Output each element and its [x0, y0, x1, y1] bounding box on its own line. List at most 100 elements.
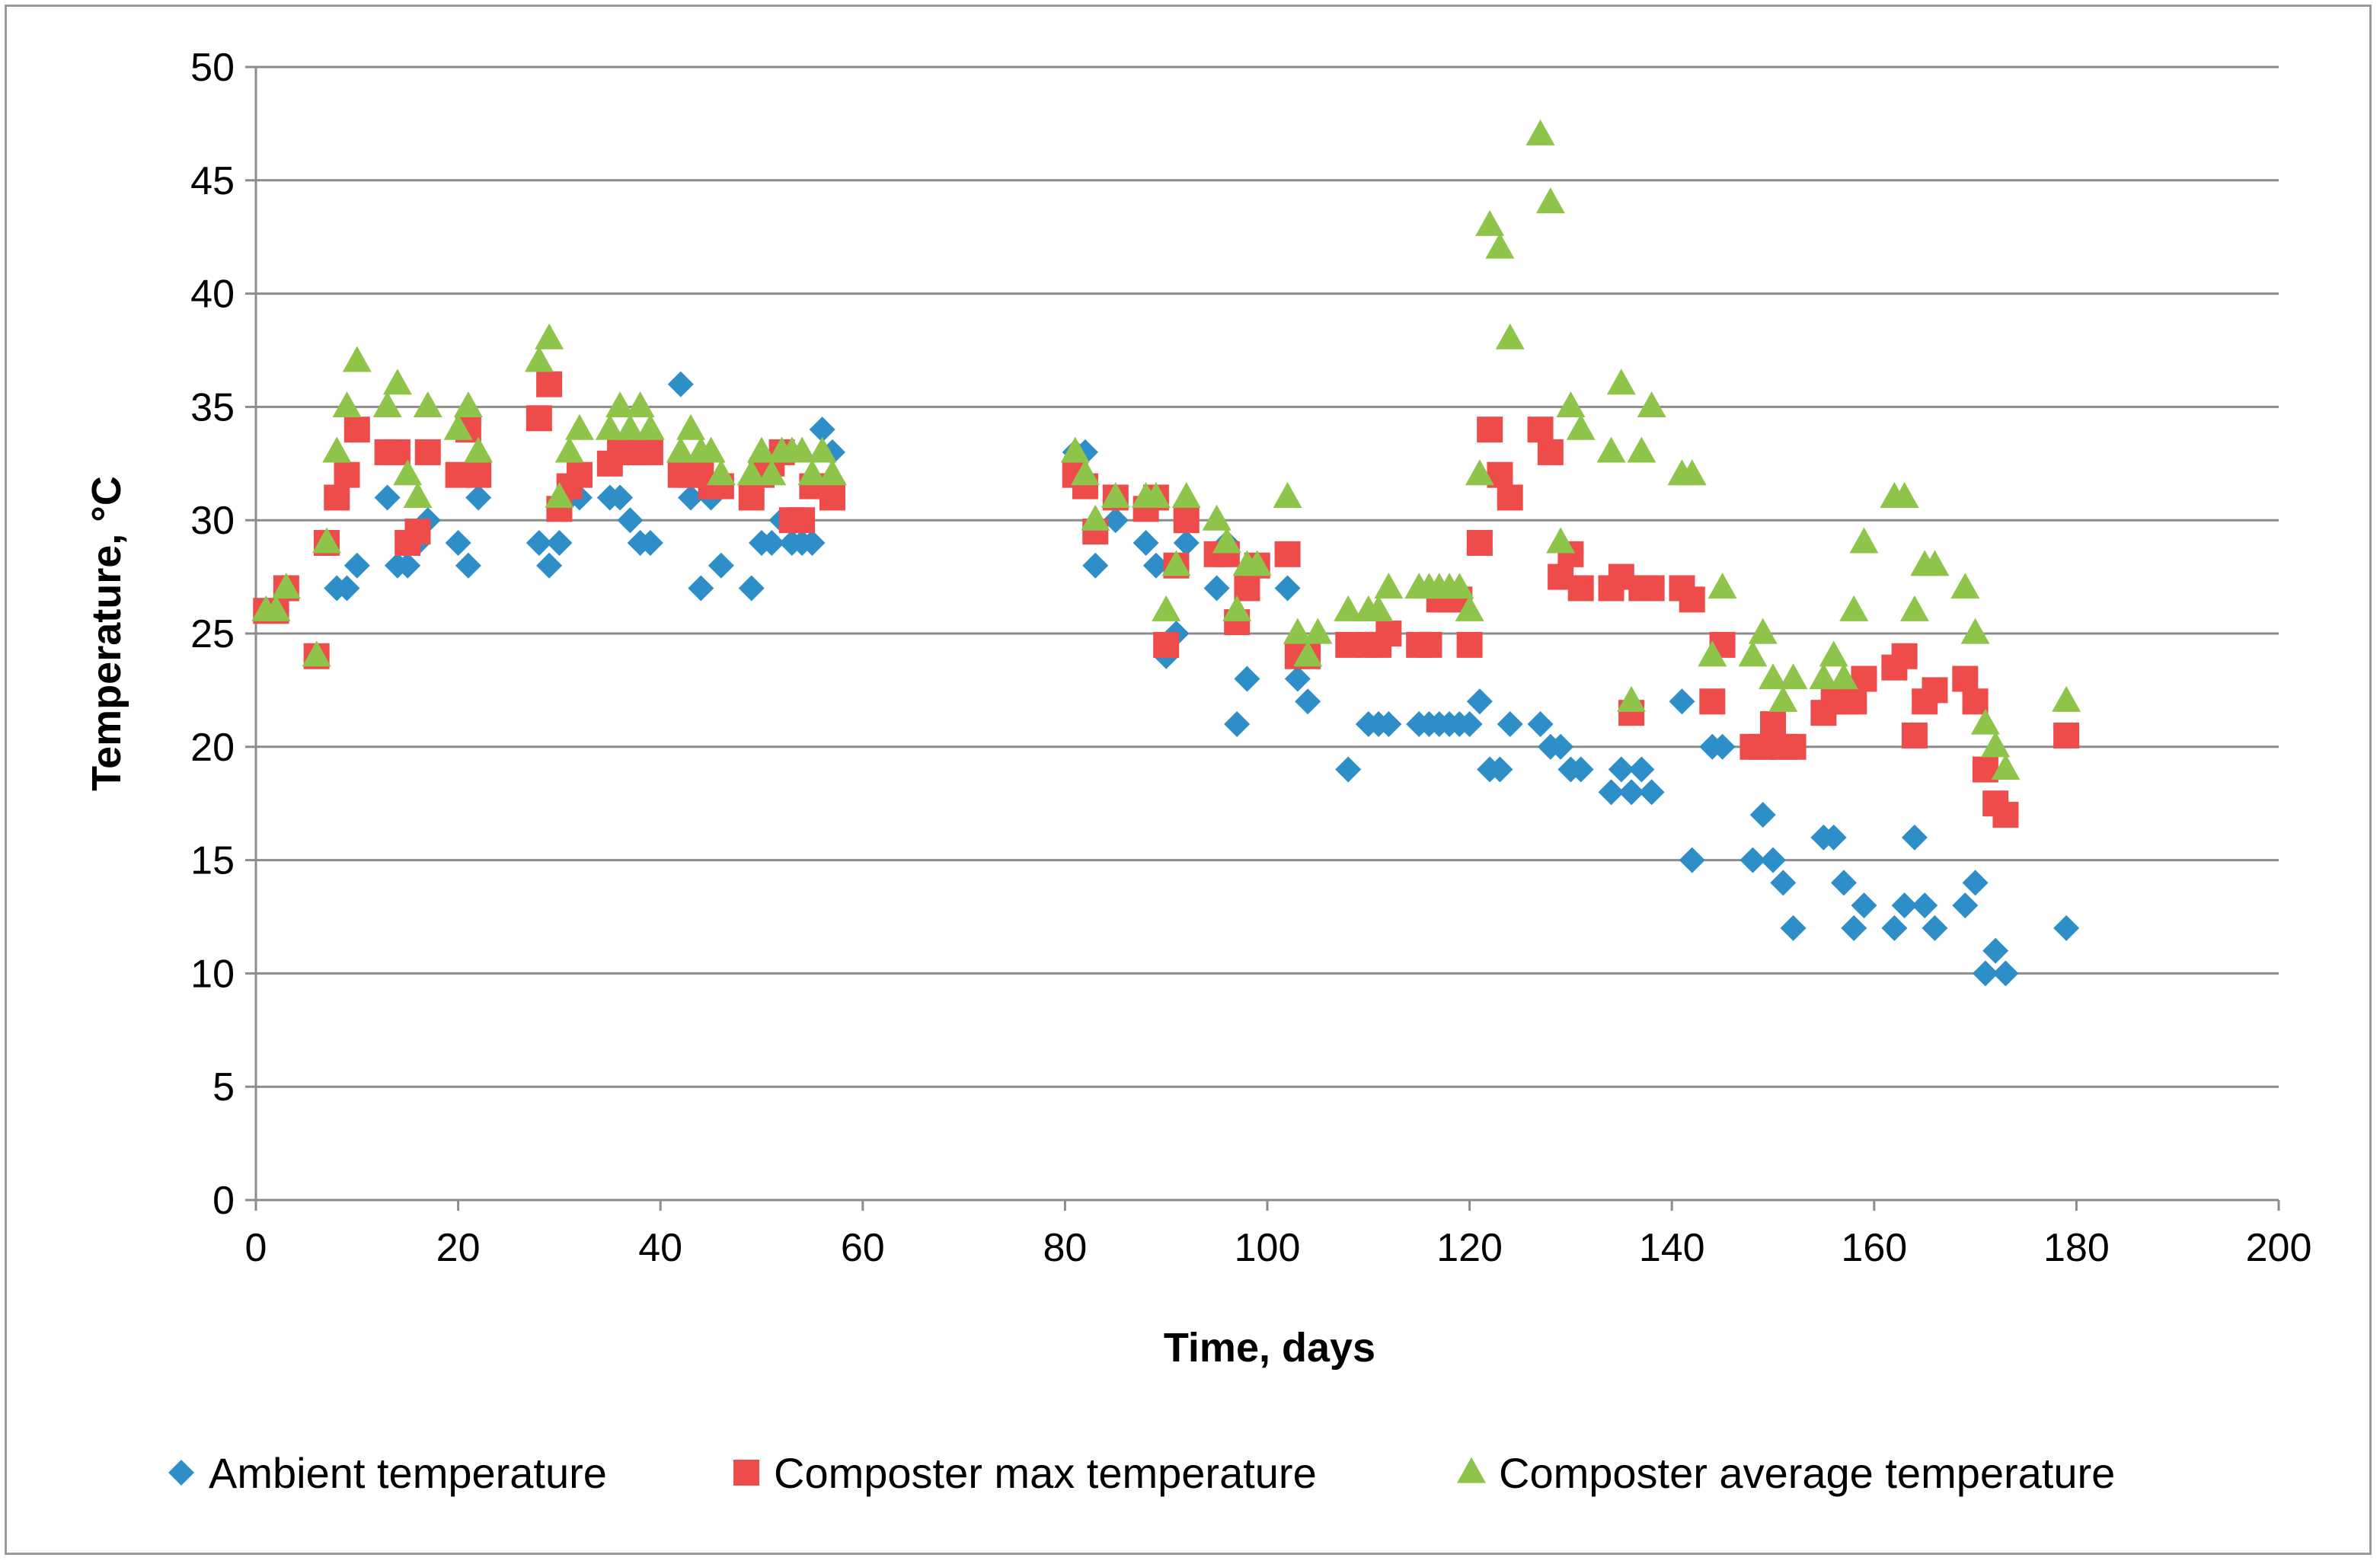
data-point — [1293, 640, 1323, 667]
series-1 — [253, 371, 2080, 987]
data-point — [343, 552, 370, 579]
y-tick-label: 40 — [190, 273, 235, 317]
data-point — [1485, 232, 1515, 259]
data-point — [1749, 802, 1776, 828]
data-point — [564, 413, 594, 440]
data-point — [667, 371, 694, 397]
data-point — [615, 413, 645, 440]
data-point — [1638, 575, 1665, 602]
data-points — [251, 119, 2081, 987]
data-point — [332, 391, 362, 417]
data-point — [1598, 779, 1624, 806]
data-point — [1851, 892, 1877, 919]
data-point — [1527, 417, 1554, 443]
legend-label: Ambient temperature — [209, 1449, 607, 1497]
data-point — [1952, 665, 1979, 692]
data-point — [1981, 731, 2011, 758]
data-point — [1212, 527, 1241, 554]
y-tick-labels: 0 5 10 15 20 25 30 35 40 45 50 — [190, 46, 235, 1223]
data-point — [1456, 711, 1483, 738]
data-point — [1334, 595, 1363, 621]
data-point — [1677, 459, 1707, 486]
data-point — [1335, 756, 1362, 783]
data-point — [809, 417, 835, 443]
data-point — [637, 529, 663, 556]
data-point — [403, 482, 433, 509]
data-point — [1679, 847, 1705, 873]
data-point — [1849, 527, 1879, 554]
data-point — [1283, 618, 1312, 644]
data-point — [1970, 708, 2000, 735]
data-point — [1891, 892, 1918, 919]
data-point — [1841, 688, 1867, 715]
data-point — [372, 391, 402, 417]
data-point — [1829, 663, 1858, 690]
x-tick-label: 40 — [638, 1226, 682, 1270]
data-point — [605, 391, 635, 417]
data-point — [1203, 575, 1230, 602]
data-point — [1962, 870, 1989, 896]
data-point — [708, 552, 734, 579]
data-point — [1475, 209, 1505, 236]
data-point — [524, 346, 554, 372]
data-point — [1972, 960, 1998, 987]
data-point — [797, 459, 827, 486]
data-point — [676, 413, 706, 440]
x-tick-label: 80 — [1043, 1226, 1087, 1270]
data-point — [1132, 529, 1159, 556]
data-point — [1991, 754, 2021, 780]
x-tick-label: 100 — [1235, 1226, 1301, 1270]
data-point — [443, 413, 473, 440]
data-point — [1627, 436, 1656, 463]
data-point — [787, 436, 817, 463]
data-point — [1768, 685, 1798, 712]
data-point — [302, 640, 331, 667]
data-point — [1606, 369, 1636, 395]
data-point — [1466, 529, 1493, 556]
data-point — [271, 573, 301, 599]
data-point — [1081, 504, 1110, 531]
data-point — [546, 529, 573, 556]
data-point — [1952, 892, 1979, 919]
data-point — [1295, 688, 1321, 715]
data-point — [1234, 665, 1260, 692]
x-tick-label: 0 — [245, 1226, 267, 1270]
data-point — [342, 346, 372, 372]
data-point — [1830, 870, 1857, 896]
data-point — [1709, 733, 1736, 760]
data-point — [1548, 733, 1574, 760]
legend-label: Composter max temperature — [774, 1449, 1317, 1497]
data-point — [637, 439, 663, 465]
data-point — [1465, 459, 1494, 486]
data-point — [1760, 847, 1786, 873]
data-point — [324, 484, 350, 511]
data-point — [1202, 504, 1232, 531]
data-point — [535, 323, 564, 350]
data-point — [536, 552, 563, 579]
data-point — [1242, 550, 1272, 576]
axes — [245, 65, 2280, 1211]
data-point — [625, 391, 655, 417]
data-point — [1234, 575, 1260, 602]
data-point — [1760, 711, 1786, 738]
data-point — [1780, 914, 1807, 941]
data-point — [1809, 663, 1839, 690]
data-point — [1920, 550, 1950, 576]
x-tick-label: 160 — [1841, 1226, 1907, 1270]
legend-marker — [168, 1460, 194, 1486]
y-tick-label: 10 — [190, 952, 235, 996]
data-point — [757, 459, 787, 486]
data-point — [1141, 482, 1171, 509]
legend-marker — [733, 1460, 759, 1486]
data-point — [1375, 711, 1402, 738]
data-point — [1487, 756, 1513, 783]
data-point — [678, 484, 704, 511]
y-tick-label: 50 — [190, 46, 235, 90]
data-point — [374, 484, 401, 511]
y-tick-label: 20 — [190, 726, 235, 770]
data-point — [1982, 937, 2009, 964]
data-point — [1819, 640, 1848, 667]
data-point — [395, 552, 421, 579]
data-point — [635, 413, 665, 440]
series-3 — [251, 119, 2081, 780]
